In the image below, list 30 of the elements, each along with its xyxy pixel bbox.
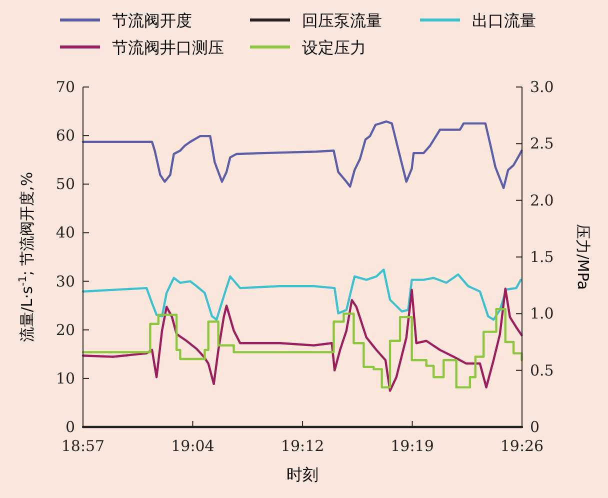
legend-label: 回压泵流量 (302, 11, 382, 30)
y2-tick-label: 2.0 (530, 191, 554, 210)
y2-tick-label: 0.5 (530, 361, 554, 380)
line-series (82, 120, 523, 190)
y-tick-label: 10 (56, 369, 75, 388)
x-tick-label: 19:19 (390, 437, 434, 455)
y2-tick-label: 1.5 (530, 248, 554, 266)
legend-label: 设定压力 (302, 38, 366, 57)
line-series (82, 268, 522, 321)
legend-label: 节流阀开度 (112, 11, 192, 30)
y-tick-label: 20 (56, 320, 75, 339)
y-tick-label: 70 (56, 78, 75, 96)
legend-label: 出口流量 (472, 11, 536, 30)
y2-axis-title: 压力/MPa (574, 224, 592, 290)
y2-tick-label: 3.0 (530, 78, 554, 96)
x-tick-label: 19:26 (500, 437, 544, 455)
y-tick-label: 40 (56, 224, 75, 242)
x-tick-label: 18:57 (61, 437, 105, 455)
y-tick-label: 0 (65, 418, 75, 436)
y-tick-label: 50 (56, 175, 75, 194)
legend-label: 节流阀井口测压 (112, 38, 224, 57)
y-tick-label: 60 (56, 126, 75, 145)
y-tick-label: 30 (56, 272, 75, 290)
y2-tick-label: 2.5 (530, 134, 554, 153)
y2-tick-label: 0 (530, 418, 540, 436)
x-tick-label: 19:12 (280, 437, 324, 455)
line-series (82, 288, 523, 392)
y2-tick-label: 1.0 (530, 304, 554, 323)
x-axis-title: 时刻 (286, 465, 318, 484)
x-tick-label: 19:04 (171, 437, 214, 455)
